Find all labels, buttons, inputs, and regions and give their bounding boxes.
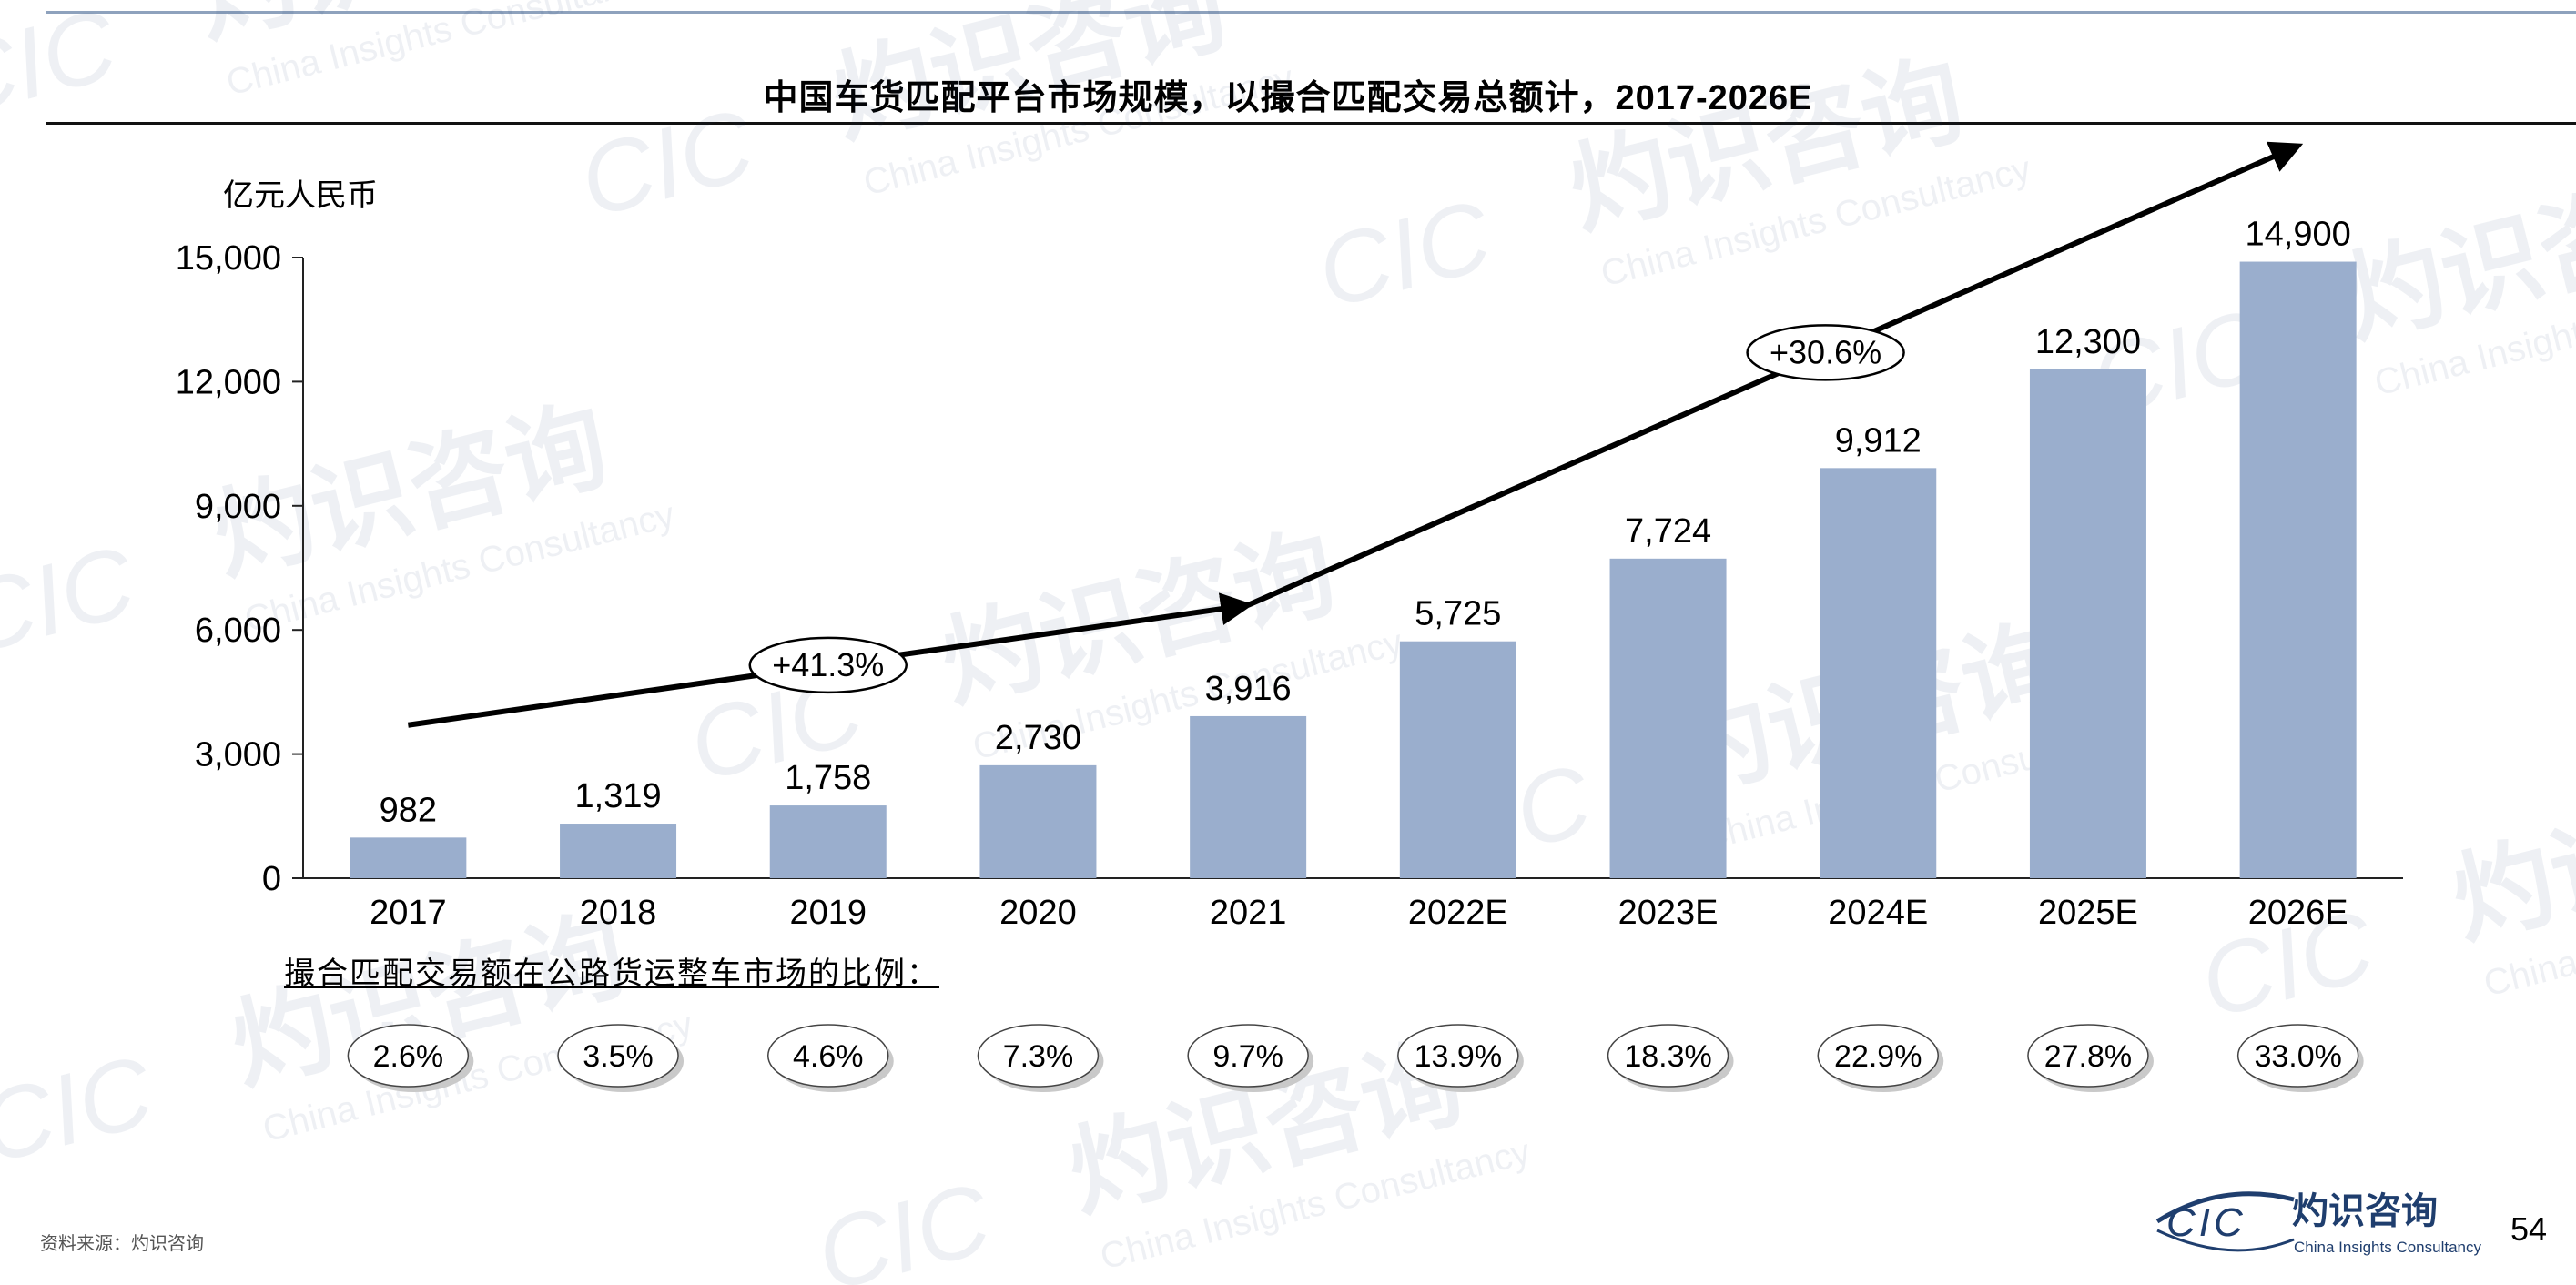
ratio-oval — [1397, 1024, 1519, 1088]
ratio-oval — [977, 1024, 1100, 1088]
ratio-value: 3.5% — [583, 1039, 654, 1074]
ratio-value: 4.6% — [793, 1039, 864, 1074]
ratio-oval — [557, 1024, 679, 1088]
bar — [769, 805, 887, 878]
title-rule — [46, 122, 2576, 125]
bar — [979, 764, 1097, 878]
cagr-arrow — [1246, 141, 2304, 608]
logo-swoosh-icon — [2155, 1191, 2295, 1252]
bar — [2239, 261, 2357, 879]
bar-value-label: 5,725 — [1415, 595, 1501, 633]
bar-value-label: 14,900 — [2246, 216, 2351, 254]
ratio-caption: 撮合匹配交易额在公路货运整车市场的比例： — [284, 956, 939, 992]
bar-value-label: 9,912 — [1835, 421, 1922, 460]
ratio-oval — [767, 1024, 889, 1088]
x-tick-label: 2026E — [2248, 894, 2348, 932]
y-tick-label: 9,000 — [195, 488, 281, 526]
cagr-oval — [1746, 324, 1905, 381]
bar — [1820, 468, 1937, 878]
y-tick-label: 12,000 — [176, 363, 281, 401]
bar — [560, 824, 677, 878]
logo-name-cn: 灼识咨询 — [2292, 1190, 2438, 1232]
bar — [1609, 558, 1727, 878]
ratio-oval — [1187, 1024, 1309, 1088]
top-rule — [46, 11, 2576, 14]
bar — [350, 837, 467, 878]
ratio-value: 13.9% — [1415, 1039, 1502, 1074]
x-tick-label: 2019 — [789, 894, 867, 932]
cic-logo: CIC 灼识咨询 China Insights Consultancy — [2155, 1190, 2482, 1256]
source-note: 资料来源：灼识咨询 — [40, 1232, 204, 1254]
bar — [1399, 641, 1516, 878]
ratio-oval — [1817, 1024, 1939, 1088]
y-axis-unit: 亿元人民币 — [223, 177, 378, 214]
bar — [1190, 715, 1307, 878]
bar-value-label: 12,300 — [2035, 323, 2141, 361]
ratio-oval — [347, 1024, 470, 1088]
bar-value-label: 2,730 — [995, 719, 1081, 757]
x-tick-label: 2017 — [370, 894, 447, 932]
bar — [2029, 369, 2146, 878]
bar-value-label: 982 — [380, 791, 437, 829]
x-tick-label: 2023E — [1618, 894, 1719, 932]
ratio-value: 27.8% — [2044, 1039, 2132, 1074]
ratio-value: 18.3% — [1624, 1039, 1711, 1074]
ratio-oval — [2027, 1024, 2149, 1088]
ratio-value: 2.6% — [373, 1039, 444, 1074]
ratio-value: 33.0% — [2254, 1039, 2341, 1074]
y-tick-label: 15,000 — [176, 239, 281, 278]
cagr-label: +30.6% — [1770, 333, 1881, 370]
ratio-oval — [1607, 1024, 1729, 1088]
ratio-value: 7.3% — [1003, 1039, 1074, 1074]
ratio-value: 9.7% — [1212, 1039, 1283, 1074]
x-tick-label: 2022E — [1408, 894, 1508, 932]
ratio-value: 22.9% — [1834, 1039, 1922, 1074]
ratio-oval — [2236, 1024, 2359, 1088]
logo-name-en: China Insights Consultancy — [2294, 1239, 2482, 1256]
page-number: 54 — [2510, 1210, 2548, 1248]
x-tick-label: 2021 — [1210, 894, 1287, 932]
bar-value-label: 1,758 — [785, 759, 871, 797]
y-tick-label: 6,000 — [195, 612, 281, 650]
x-tick-label: 2025E — [2038, 894, 2138, 932]
cagr-oval — [748, 636, 908, 694]
y-tick-label: 0 — [262, 860, 281, 898]
x-tick-label: 2024E — [1828, 894, 1928, 932]
bar-value-label: 3,916 — [1205, 670, 1292, 708]
cagr-label: +41.3% — [772, 646, 884, 683]
logo-mark: CIC — [2166, 1200, 2246, 1245]
x-tick-label: 2018 — [580, 894, 657, 932]
chart-title: 中国车货匹配平台市场规模，以撮合匹配交易总额计，2017-2026E — [763, 79, 1813, 117]
bar-value-label: 1,319 — [575, 777, 662, 815]
y-tick-label: 3,000 — [195, 736, 281, 774]
x-tick-label: 2020 — [999, 894, 1077, 932]
bar-value-label: 7,724 — [1625, 512, 1711, 551]
